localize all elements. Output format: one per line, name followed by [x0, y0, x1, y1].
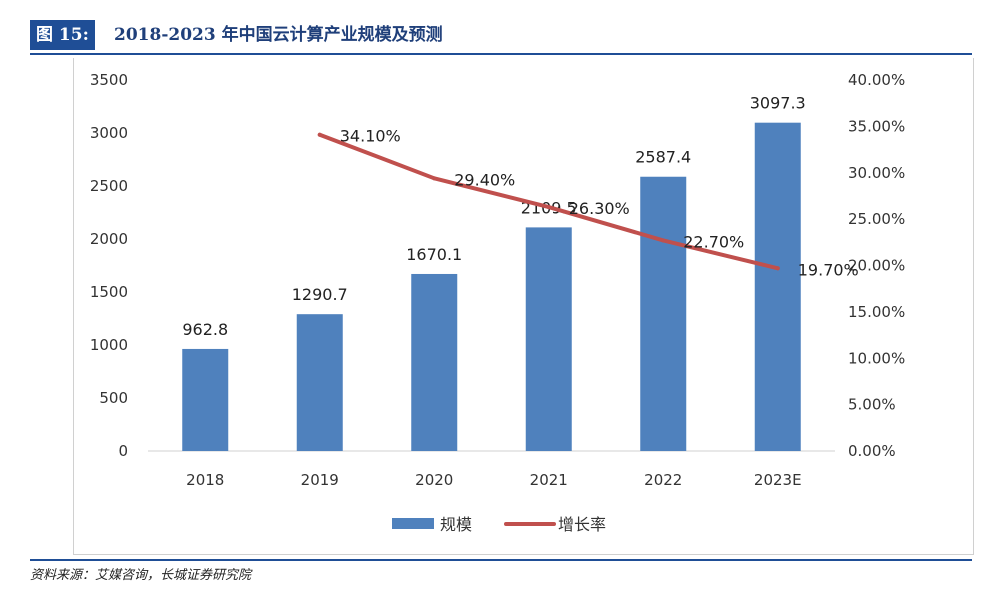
y2-tick-label: 5.00%	[848, 396, 896, 414]
figure-title: 2018-2023 年中国云计算产业规模及预测	[114, 25, 443, 45]
y-tick-label: 1000	[90, 336, 128, 354]
x-tick-label: 2021	[530, 471, 568, 489]
y2-tick-label: 25.00%	[848, 210, 905, 228]
line-value-label: 26.30%	[569, 199, 630, 218]
y-tick-label: 2500	[90, 177, 128, 195]
bar	[411, 273, 458, 451]
bar-value-label: 1290.7	[292, 285, 348, 304]
line-point	[317, 132, 322, 137]
y2-tick-label: 10.00%	[848, 349, 905, 367]
y2-tick-label: 30.00%	[848, 164, 905, 182]
bar	[640, 176, 687, 451]
y2-tick-label: 0.00%	[848, 442, 896, 460]
line-value-label: 29.40%	[454, 170, 515, 189]
y-tick-label: 3500	[90, 71, 128, 89]
x-tick-label: 2023E	[754, 471, 802, 489]
bar	[754, 122, 801, 451]
legend-line-label: 增长率	[558, 515, 606, 534]
bar	[296, 314, 343, 451]
figure-label: 图 15:	[30, 20, 95, 50]
top-rule	[30, 53, 972, 55]
line-point	[775, 266, 780, 271]
bar	[525, 227, 572, 451]
y-tick-label: 0	[118, 442, 128, 460]
line-value-label: 19.70%	[798, 260, 859, 279]
bar-value-label: 3097.3	[750, 94, 806, 113]
x-tick-label: 2018	[186, 471, 224, 489]
legend-bar-label: 规模	[440, 515, 472, 534]
bar-value-label: 1670.1	[406, 245, 462, 264]
x-tick-label: 2019	[301, 471, 339, 489]
x-tick-label: 2020	[415, 471, 453, 489]
y2-tick-label: 35.00%	[848, 117, 905, 135]
bar-value-label: 962.8	[182, 320, 228, 339]
line-point	[432, 176, 437, 181]
y-tick-label: 1500	[90, 283, 128, 301]
bar	[182, 348, 229, 451]
figure-header: 图 15: 2018-2023 年中国云计算产业规模及预测	[30, 20, 972, 50]
source-note: 资料来源：艾媒咨询，长城证券研究院	[30, 568, 252, 583]
bottom-rule	[30, 559, 972, 561]
chart-frame	[73, 58, 974, 555]
y-tick-label: 3000	[90, 124, 128, 142]
x-tick-label: 2022	[644, 471, 682, 489]
line-value-label: 34.10%	[340, 127, 401, 146]
y-tick-label: 500	[99, 389, 128, 407]
line-point	[661, 238, 666, 243]
bar-value-label: 2587.4	[635, 148, 691, 167]
y-tick-label: 2000	[90, 230, 128, 248]
y2-tick-label: 40.00%	[848, 71, 905, 89]
line-point	[546, 205, 551, 210]
line-value-label: 22.70%	[683, 232, 744, 251]
y2-tick-label: 20.00%	[848, 257, 905, 275]
legend-bar-swatch	[392, 518, 434, 529]
y2-tick-label: 15.00%	[848, 303, 905, 321]
